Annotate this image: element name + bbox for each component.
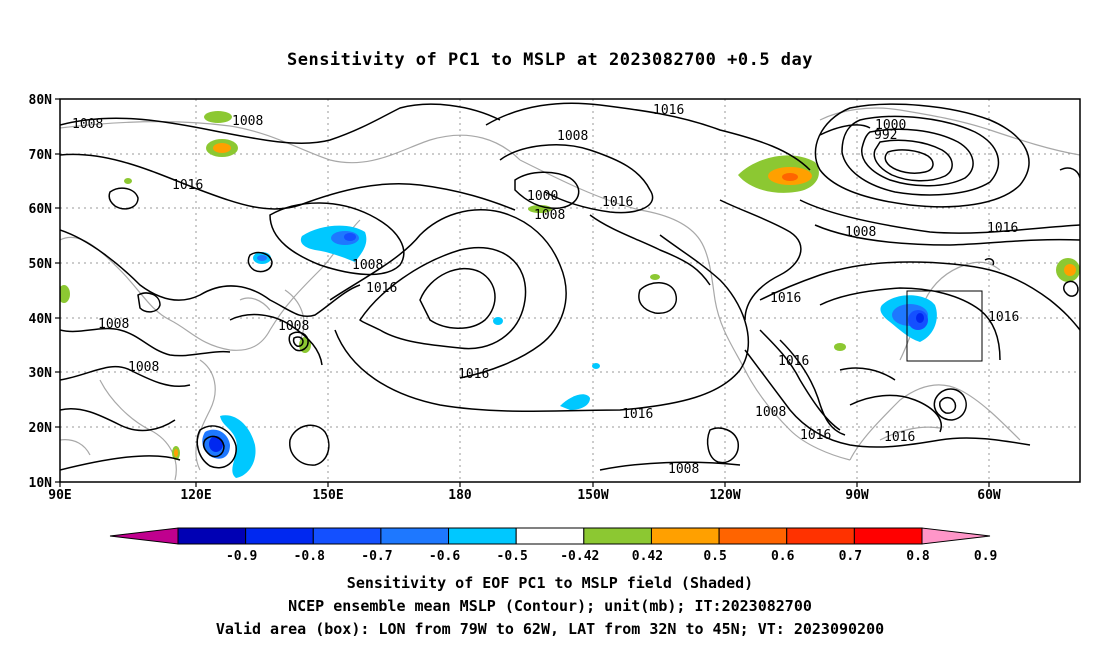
colorbar-box bbox=[312, 527, 382, 545]
colorbar-tick-label: -0.8 bbox=[294, 549, 325, 564]
ticks bbox=[55, 98, 990, 487]
lon-label: 120W bbox=[709, 488, 740, 503]
colorbar-tick-label: 0.9 bbox=[974, 549, 997, 564]
coastlines bbox=[60, 107, 1080, 481]
colorbar-box bbox=[650, 527, 720, 545]
latitude-labels: 80N 70N 60N 50N 40N 30N 20N 10N bbox=[29, 93, 53, 491]
plot-area: 1008 1008 1016 1008 1008 1008 1008 1016 … bbox=[59, 98, 1081, 483]
lat-label: 60N bbox=[29, 202, 53, 217]
colorbar-tick-label: -0.5 bbox=[497, 549, 528, 564]
colorbar-tick-label: 0.42 bbox=[632, 549, 663, 564]
contour-label: 1000 bbox=[527, 189, 558, 204]
lon-label: 150E bbox=[312, 488, 343, 503]
contour-label: 1008 bbox=[755, 405, 786, 420]
contour-label: 1016 bbox=[770, 291, 801, 306]
contour-label: 1016 bbox=[987, 221, 1018, 236]
colorbar-max-triangle bbox=[921, 527, 991, 545]
colorbar-box bbox=[583, 527, 652, 545]
contour-label: 1016 bbox=[622, 407, 653, 422]
colorbar-tick-label: -0.9 bbox=[226, 549, 257, 564]
colorbar-box bbox=[245, 527, 314, 545]
contour-label: 1008 bbox=[98, 317, 129, 332]
contour-label: 1008 bbox=[278, 319, 309, 334]
contour-label: 1008 bbox=[128, 360, 159, 375]
contour-label: 1008 bbox=[72, 117, 103, 132]
lon-label: 120E bbox=[180, 488, 211, 503]
lat-label: 70N bbox=[29, 148, 53, 163]
mslp-contours bbox=[60, 102, 1080, 471]
contour-label: 1016 bbox=[653, 103, 684, 118]
colorbar-box bbox=[718, 527, 788, 545]
lat-label: 80N bbox=[29, 93, 53, 108]
lat-label: 40N bbox=[29, 312, 53, 327]
contour-label: 1008 bbox=[352, 258, 383, 273]
lon-label: 90E bbox=[48, 488, 71, 503]
map-frame bbox=[59, 98, 1081, 483]
contour-label: 1016 bbox=[778, 354, 809, 369]
contour-label: 1000 bbox=[875, 118, 906, 133]
contour-label: 1008 bbox=[557, 129, 588, 144]
colorbar-box bbox=[515, 527, 585, 545]
contour-label: 1016 bbox=[800, 428, 831, 443]
lon-label: 180 bbox=[448, 488, 472, 503]
colorbar-box bbox=[853, 527, 923, 545]
colorbar-box bbox=[177, 527, 247, 545]
contour-label: 1008 bbox=[845, 225, 876, 240]
colorbar-tick-label: -0.7 bbox=[361, 549, 392, 564]
colorbar-labels: -0.9 -0.8 -0.7 -0.6 -0.5 -0.42 0.42 0.5 0.6 0.7 0.… bbox=[226, 549, 997, 564]
contour-label: 1016 bbox=[884, 430, 915, 445]
contour-label: 1016 bbox=[602, 195, 633, 210]
contour-label: 1008 bbox=[232, 114, 263, 129]
colorbar-tick-label: -0.6 bbox=[429, 549, 460, 564]
lat-label: 20N bbox=[29, 421, 53, 436]
longitude-labels: 90E 120E 150E 180 150W 120W 90W 60W bbox=[48, 488, 1001, 503]
colorbar-box bbox=[786, 527, 855, 545]
contour-labels: 1008 1008 1016 1008 1008 1008 1008 1016 … bbox=[72, 103, 1019, 477]
contour-label: 1016 bbox=[458, 367, 489, 382]
lon-label: 90W bbox=[845, 488, 869, 503]
colorbar-tick-label: 0.6 bbox=[771, 549, 795, 564]
contour-label: 1016 bbox=[172, 178, 203, 193]
colorbar-tick-label: 0.7 bbox=[839, 549, 862, 564]
lat-label: 10N bbox=[29, 476, 53, 491]
colorbar-min-triangle bbox=[109, 527, 179, 545]
caption-shading: Sensitivity of EOF PC1 to MSLP field (Sh… bbox=[346, 574, 754, 592]
map-title: Sensitivity of PC1 to MSLP at 2023082700… bbox=[286, 50, 813, 70]
valid-area-box bbox=[906, 290, 983, 362]
lon-label: 60W bbox=[977, 488, 1001, 503]
contour-label: 1008 bbox=[534, 208, 565, 223]
caption-valid-area: Valid area (box): LON from 79W to 62W, L… bbox=[215, 620, 885, 638]
lat-label: 50N bbox=[29, 257, 53, 272]
contour-label: 1008 bbox=[668, 462, 699, 477]
colorbar bbox=[109, 527, 991, 545]
colorbar-box bbox=[448, 527, 517, 545]
colorbar-tick-label: 0.8 bbox=[906, 549, 930, 564]
lon-label: 150W bbox=[577, 488, 608, 503]
colorbar-tick-label: -0.42 bbox=[560, 549, 599, 564]
contour-label: 1016 bbox=[988, 310, 1019, 325]
lat-label: 30N bbox=[29, 366, 53, 381]
colorbar-tick-label: 0.5 bbox=[703, 549, 726, 564]
colorbar-box bbox=[380, 527, 450, 545]
caption-contour: NCEP ensemble mean MSLP (Contour); unit(… bbox=[288, 597, 812, 615]
contour-label: 992 bbox=[874, 128, 897, 143]
contour-label: 1016 bbox=[366, 281, 397, 296]
